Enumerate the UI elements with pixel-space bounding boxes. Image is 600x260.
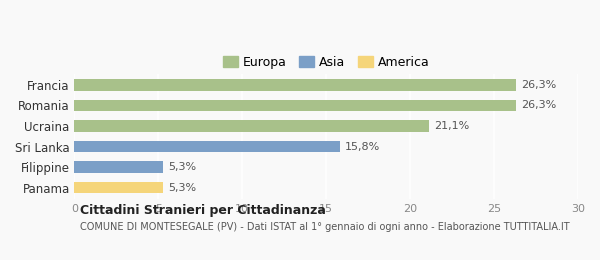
Legend: Europa, Asia, America: Europa, Asia, America: [219, 52, 433, 73]
Text: 15,8%: 15,8%: [345, 141, 380, 152]
Text: 5,3%: 5,3%: [169, 162, 197, 172]
Bar: [74, 79, 516, 90]
Text: Cittadini Stranieri per Cittadinanza: Cittadini Stranieri per Cittadinanza: [80, 204, 325, 217]
Bar: [74, 161, 163, 173]
Bar: [74, 141, 340, 152]
Bar: [74, 182, 163, 193]
Bar: [74, 100, 516, 111]
Bar: [74, 120, 428, 132]
Text: COMUNE DI MONTESEGALE (PV) - Dati ISTAT al 1° gennaio di ogni anno - Elaborazion: COMUNE DI MONTESEGALE (PV) - Dati ISTAT …: [80, 222, 569, 231]
Text: 5,3%: 5,3%: [169, 183, 197, 193]
Text: 26,3%: 26,3%: [521, 80, 556, 90]
Text: 21,1%: 21,1%: [434, 121, 469, 131]
Text: 26,3%: 26,3%: [521, 100, 556, 110]
